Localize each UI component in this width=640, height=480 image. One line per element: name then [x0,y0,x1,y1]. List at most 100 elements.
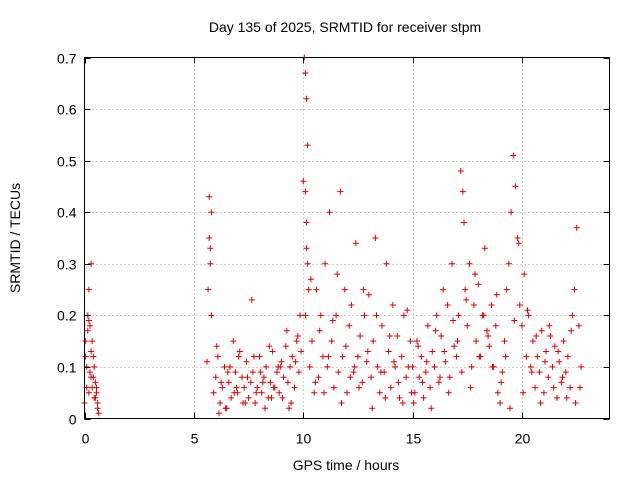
data-point [206,193,213,200]
data-point [420,394,427,401]
data-point [249,369,256,376]
data-point [82,338,89,345]
data-point [328,338,335,345]
data-point [440,286,447,293]
data-point [470,302,477,308]
data-point [446,374,453,381]
data-point [546,322,553,329]
data-point [214,353,221,360]
data-point [302,312,309,319]
data-point [458,369,465,376]
data-point [578,363,585,370]
data-point [533,333,540,339]
axis-ticks: 0 0.1 0.2 0.3 0.4 0.5 0.6 0.7 0 5 10 15 20 [57,51,610,447]
data-point [534,353,541,360]
chart-title: Day 135 of 2025, SRMTID for receiver stp… [209,19,481,35]
data-point [291,384,298,391]
data-point [376,389,383,396]
data-point [236,348,243,355]
data-point [329,317,336,324]
data-point [260,374,267,381]
data-point [370,338,377,345]
data-point [523,353,530,360]
data-point [429,348,436,355]
data-point [244,374,251,381]
data-point [399,400,406,406]
data-point [554,394,560,401]
data-point [286,405,292,412]
data-point [356,384,362,391]
data-point [536,369,543,376]
data-point [449,260,455,267]
data-point [347,374,354,381]
data-point [248,296,255,303]
data-point [90,353,97,360]
data-point [280,374,287,381]
data-point [427,384,434,391]
data-point [287,363,294,370]
data-point [322,260,329,267]
data-point [95,410,102,417]
data-point [233,384,240,391]
data-point [205,286,212,293]
data-point [313,286,320,293]
data-point [361,312,368,319]
data-point [524,307,531,314]
data-points [81,54,585,417]
data-point [463,296,470,303]
data-point [341,286,348,293]
data-point [573,224,580,231]
data-point [85,389,92,396]
data-point [527,363,534,370]
data-point [207,245,214,252]
data-point [85,286,92,293]
data-point [451,343,458,350]
data-point [259,379,266,386]
data-point [564,353,571,360]
data-point [563,394,570,401]
data-point [467,384,474,391]
x-tick-label: 0 [82,431,90,447]
data-point [416,374,423,381]
data-point [82,353,89,360]
data-point [278,358,285,365]
data-point [289,353,296,360]
data-point [437,374,443,381]
data-point [473,338,480,345]
data-point [494,389,501,396]
data-point [305,286,312,293]
data-point [312,379,319,386]
data-point [568,327,575,334]
data-point [269,348,276,355]
data-point [309,338,315,345]
data-point [428,405,435,412]
data-point [208,312,215,319]
data-point [303,95,310,102]
data-point [423,358,430,365]
data-point [442,358,449,365]
y-tick-label: 0.3 [57,257,77,273]
data-point [325,353,332,360]
data-point [415,343,422,350]
data-point [476,353,483,360]
x-tick-label: 20 [515,431,531,447]
data-point [212,374,219,381]
data-point [489,363,496,370]
data-point [257,369,264,376]
data-point [551,343,558,350]
data-point [316,327,323,334]
data-point [279,394,286,401]
data-point [89,338,96,345]
y-tick-label: 0.7 [57,51,77,67]
data-point [304,260,311,267]
data-point [348,302,355,308]
data-point [398,353,405,360]
data-point [216,410,222,417]
data-point [315,374,322,381]
data-point [475,281,482,288]
data-point [514,235,521,241]
data-point [274,369,280,376]
data-point [453,353,460,360]
y-tick-label: 0.5 [57,154,77,170]
data-point [267,379,274,386]
